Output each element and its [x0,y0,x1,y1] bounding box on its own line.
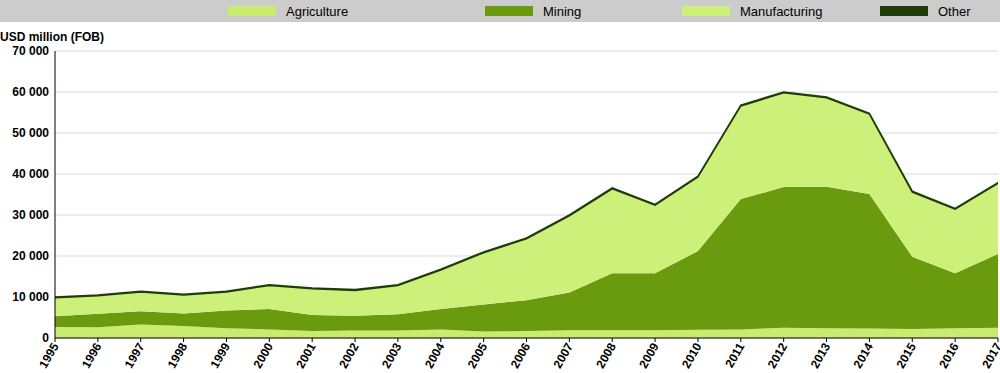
area [55,93,998,316]
x-tick [226,338,227,342]
y-tick-label: 40 000 [12,167,49,181]
y-axis [55,51,56,338]
legend-label: Manufacturing [740,4,822,19]
x-tick-label: 1998 [165,340,191,370]
x-tick [569,338,570,342]
x-tick [440,338,441,342]
x-tick-label: 2005 [465,340,491,370]
x-tick-label: 2010 [679,340,705,370]
x-tick [740,338,741,342]
y-tick-label: 10 000 [12,290,49,304]
x-tick [97,338,98,342]
x-tick [955,338,956,342]
x-tick-label: 1996 [79,340,105,370]
legend-swatch [485,6,533,16]
x-tick-label: 2008 [593,340,619,370]
x-tick-label: 2012 [765,340,791,370]
x-tick [612,338,613,342]
x-tick-label: 2000 [250,340,276,370]
x-tick-label: 2015 [893,340,919,370]
x-tick-label: 2006 [508,340,534,370]
x-tick-label: 2004 [422,340,448,370]
x-tick [655,338,656,342]
legend-band [0,0,1000,22]
y-tick-label: 20 000 [12,249,49,263]
legend-label: Other [938,4,971,19]
x-tick-label: 1997 [122,340,148,370]
x-tick [397,338,398,342]
x-tick [869,338,870,342]
chart: Agriculture Mining Manufacturing Other USD m… [0,0,1000,373]
x-tick [269,338,270,342]
legend-label: Mining [543,4,581,19]
x-tick-label: 2007 [550,340,576,370]
x-tick [312,338,313,342]
legend-swatch [880,6,928,16]
x-tick [355,338,356,342]
x-tick-label: 2016 [936,340,962,370]
grid-line [55,51,998,52]
x-tick-label: 2001 [293,340,319,370]
x-tick [526,338,527,342]
plot-area [55,92,998,338]
x-tick-label: 2014 [851,340,877,370]
x-tick-label: 1995 [36,340,62,370]
x-tick [783,338,784,342]
y-axis-label: USD million (FOB) [0,30,104,44]
x-tick [998,338,999,342]
grid-line [55,92,998,93]
x-tick-label: 2009 [636,340,662,370]
x-tick-label: 1999 [208,340,234,370]
x-tick [826,338,827,342]
x-tick [912,338,913,342]
legend-swatch [228,6,276,16]
x-tick [697,338,698,342]
x-tick-label: 2013 [808,340,834,370]
y-tick-label: 50 000 [12,126,49,140]
x-tick [55,338,56,342]
area [55,92,998,298]
x-tick-label: 2017 [979,340,1000,370]
x-tick-label: 2003 [379,340,405,370]
x-tick [483,338,484,342]
x-tick [140,338,141,342]
x-tick-label: 2002 [336,340,362,370]
y-tick-label: 60 000 [12,85,49,99]
legend-label: Agriculture [286,4,348,19]
legend-swatch [682,6,730,16]
y-tick-label: 70 000 [12,44,49,58]
x-tick-label: 2011 [722,340,747,370]
x-tick [183,338,184,342]
y-tick-label: 30 000 [12,208,49,222]
